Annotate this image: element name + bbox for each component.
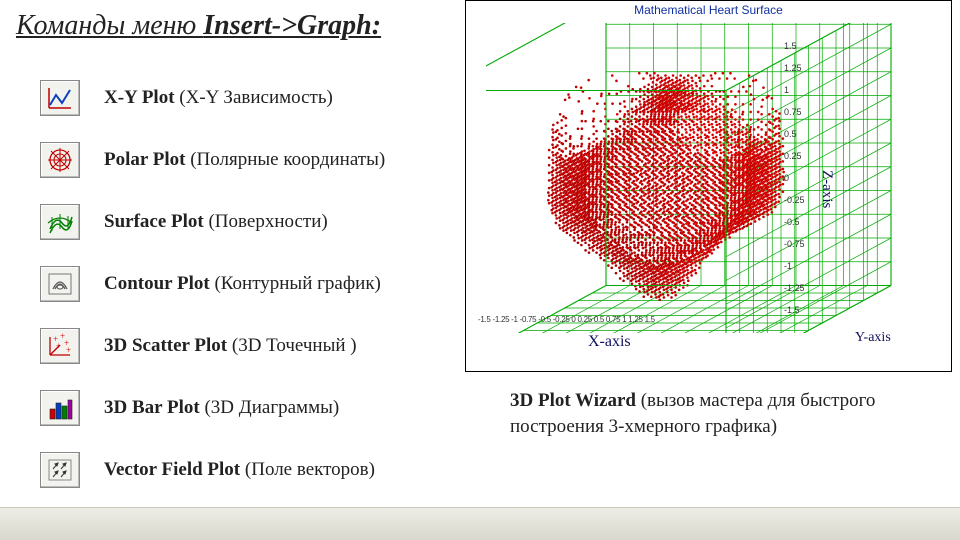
menu-item-vector[interactable]: Vector Field Plot (Поле векторов) (40, 452, 460, 488)
menu-item-contour[interactable]: Contour Plot (Контурный график) (40, 266, 460, 302)
contour-icon (40, 266, 80, 302)
menu-item-label: Polar Plot (Полярные координаты) (104, 149, 385, 171)
menu-item-label: X-Y Plot (Х-Y Зависимость) (104, 87, 333, 109)
xy-icon (40, 80, 80, 116)
title-plain: Команды меню (16, 10, 203, 41)
x-axis-label: X-axis (588, 333, 631, 351)
footer-band (0, 507, 960, 540)
menu-item-surface[interactable]: Surface Plot (Поверхности) (40, 204, 460, 240)
scatter3-icon (40, 328, 80, 364)
menu-item-label: 3D Scatter Plot (3D Точечный ) (104, 335, 357, 357)
menu-item-label: Contour Plot (Контурный график) (104, 273, 381, 295)
z-axis-ticks: 1.5 1.25 1 0.75 0.5 0.25 0 -0.25 -0.5 -0… (784, 35, 805, 321)
vector-icon (40, 452, 80, 488)
menu-item-label: Surface Plot (Поверхности) (104, 211, 328, 233)
surface-icon (40, 204, 80, 240)
title-bold: Insert->Graph: (203, 10, 381, 41)
insert-graph-menu: X-Y Plot (Х-Y Зависимость) Polar Plot (По… (40, 80, 460, 514)
wizard-bold: 3D Plot Wizard (510, 390, 636, 411)
chart-title: Mathematical Heart Surface (466, 3, 951, 17)
page-title: Команды меню Insert->Graph: (16, 10, 381, 42)
z-axis-label: Z-axis (818, 170, 835, 208)
polar-icon (40, 142, 80, 178)
menu-item-label: Vector Field Plot (Поле векторов) (104, 459, 375, 481)
bar3-icon (40, 390, 80, 426)
menu-item-label: 3D Bar Plot (3D Диаграммы) (104, 397, 339, 419)
menu-item-polar[interactable]: Polar Plot (Полярные координаты) (40, 142, 460, 178)
plot-wizard-caption: 3D Plot Wizard (вызов мастера для быстро… (510, 388, 910, 439)
menu-item-scatter3[interactable]: 3D Scatter Plot (3D Точечный ) (40, 328, 460, 364)
x-axis-ticks: -1.5 -1.25 -1 -0.75 -0.5 -0.25 0 0.25 0.… (478, 315, 655, 324)
menu-item-bar3[interactable]: 3D Bar Plot (3D Диаграммы) (40, 390, 460, 426)
y-axis-label: Y-axis (855, 330, 891, 346)
menu-item-xy[interactable]: X-Y Plot (Х-Y Зависимость) (40, 80, 460, 116)
